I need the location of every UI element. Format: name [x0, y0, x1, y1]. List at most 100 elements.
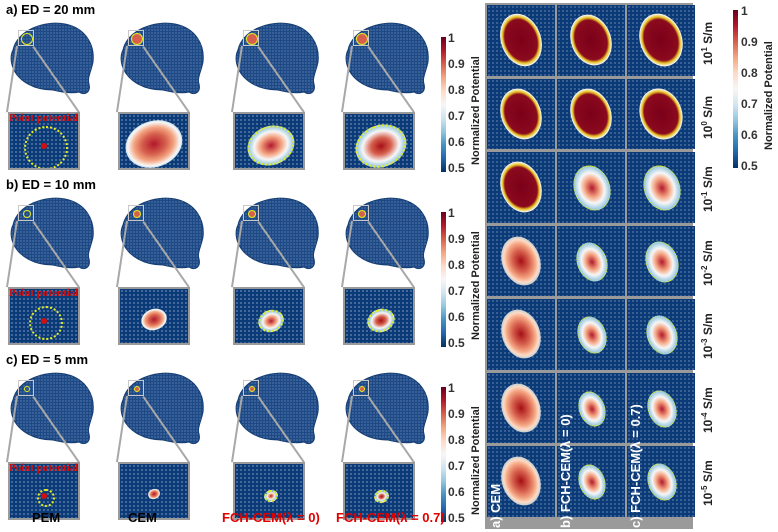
heatmap-cell	[627, 446, 695, 517]
zoom-region-marker	[243, 30, 259, 46]
cond-unit: S/m	[701, 239, 715, 266]
zoom-region-marker	[18, 205, 34, 221]
colorbar-tick-label: 0.6	[448, 485, 465, 499]
colorbar-title: Normalized Potential	[470, 231, 482, 340]
colorbar-tick-label: 1	[741, 4, 748, 18]
cond-exponent: -5	[700, 485, 709, 493]
heatmap-cell	[627, 152, 695, 223]
cond-exponent: -3	[700, 338, 709, 346]
colorbar-tick-label: 0.5	[448, 161, 465, 175]
point-source-dot	[41, 493, 47, 499]
cond-base: 10	[701, 198, 715, 212]
heatmap-cell	[487, 446, 555, 517]
method-column-label: FCH-CEM(λ = 0)	[222, 510, 320, 525]
colorbar	[441, 37, 446, 172]
zoom-region-marker	[353, 30, 369, 46]
source-spot	[249, 386, 255, 392]
heatmap-cell	[557, 372, 625, 443]
heatmap-grid	[485, 3, 695, 529]
zoomed-potential-map	[233, 462, 305, 520]
cond-base: 10	[701, 345, 715, 359]
brain-surface	[5, 195, 97, 275]
colorbar-tick-label: 0.9	[448, 407, 465, 421]
colorbar-tick-label: 0.6	[448, 310, 465, 324]
cond-unit: S/m	[701, 313, 715, 339]
source-spot	[21, 33, 33, 45]
colorbar-tick-label: 0.6	[448, 135, 465, 149]
colorbar-tick-label: 1	[448, 381, 455, 395]
conductivity-label: 10-4 S/m	[700, 387, 715, 433]
colorbar-title: Normalized Potential	[763, 41, 775, 150]
method-column-label: a) CEM	[488, 483, 503, 528]
heatmap-cell	[627, 78, 695, 149]
heatmap-cell	[487, 372, 555, 443]
cond-exponent: -4	[700, 412, 709, 420]
colorbar-tick-label: 0.5	[448, 336, 465, 350]
cond-exponent: -2	[700, 265, 709, 273]
cond-exponent: 0	[700, 120, 709, 126]
zoom-region-marker	[353, 380, 369, 396]
contour-ring	[29, 306, 63, 340]
point-potential-label: Point potential	[9, 287, 79, 299]
cond-unit: S/m	[701, 21, 715, 48]
heatmap-cell	[487, 78, 555, 149]
row-title: c) ED = 5 mm	[6, 352, 89, 367]
zoomed-potential-map	[343, 112, 415, 170]
heatmap-cell	[557, 152, 625, 223]
row-title: b) ED = 10 mm	[6, 177, 96, 192]
method-column-label: FCH-CEM(λ = 0.7)	[336, 510, 445, 525]
zoomed-potential-map	[343, 287, 415, 345]
colorbar	[441, 212, 446, 347]
cond-unit: S/m	[701, 166, 715, 192]
cond-base: 10	[701, 51, 715, 65]
colorbar	[733, 10, 738, 168]
colorbar-title: Normalized Potential	[470, 56, 482, 165]
point-source-dot	[41, 318, 47, 324]
zoomed-potential-map	[233, 112, 305, 170]
heatmap-cell	[487, 299, 555, 370]
source-spot	[134, 386, 140, 392]
conductivity-label: 10-1 S/m	[700, 166, 715, 212]
colorbar-tick-label: 0.5	[448, 511, 465, 525]
heatmap-cell	[557, 5, 625, 76]
zoomed-potential-map	[8, 462, 80, 520]
colorbar-tick-label: 0.7	[448, 109, 465, 123]
method-column-label: CEM	[128, 510, 157, 525]
cond-base: 10	[701, 272, 715, 286]
zoom-region-marker	[243, 205, 259, 221]
colorbar-tick-label: 0.9	[448, 232, 465, 246]
heatmap-cell	[627, 5, 695, 76]
conductivity-label: 101 S/m	[700, 22, 715, 65]
conductivity-label: 10-3 S/m	[700, 313, 715, 359]
contour-ring	[24, 126, 68, 168]
heatmap-cell	[557, 78, 625, 149]
cond-exponent: 1	[700, 47, 709, 52]
colorbar-tick-label: 1	[448, 206, 455, 220]
cond-base: 10	[701, 419, 715, 433]
zoom-region-marker	[353, 205, 369, 221]
zoomed-potential-map	[8, 112, 80, 170]
method-column-label: PEM	[32, 510, 61, 525]
source-spot	[356, 33, 368, 45]
point-potential-label: Point potential	[9, 462, 79, 474]
heatmap-cell	[627, 299, 695, 370]
heatmap-cell	[557, 446, 625, 517]
source-spot	[133, 210, 141, 218]
brain-surface	[340, 370, 432, 450]
zoomed-potential-map	[118, 112, 190, 170]
conductivity-label: 10-5 S/m	[700, 460, 715, 506]
contour-ring	[37, 489, 55, 507]
brain-surface	[115, 195, 207, 275]
zoomed-potential-map	[343, 462, 415, 520]
heatmap-cell	[487, 152, 555, 223]
brain-surface	[230, 195, 322, 275]
cond-base: 10	[701, 492, 715, 506]
zoom-region-marker	[243, 380, 259, 396]
zoomed-potential-map	[118, 462, 190, 520]
colorbar-tick-label: 0.5	[741, 159, 758, 173]
colorbar-tick-label: 0.8	[741, 66, 758, 80]
cond-exponent: -1	[700, 191, 709, 199]
source-spot	[131, 33, 143, 45]
colorbar	[441, 387, 446, 522]
heatmap-cell	[557, 225, 625, 296]
